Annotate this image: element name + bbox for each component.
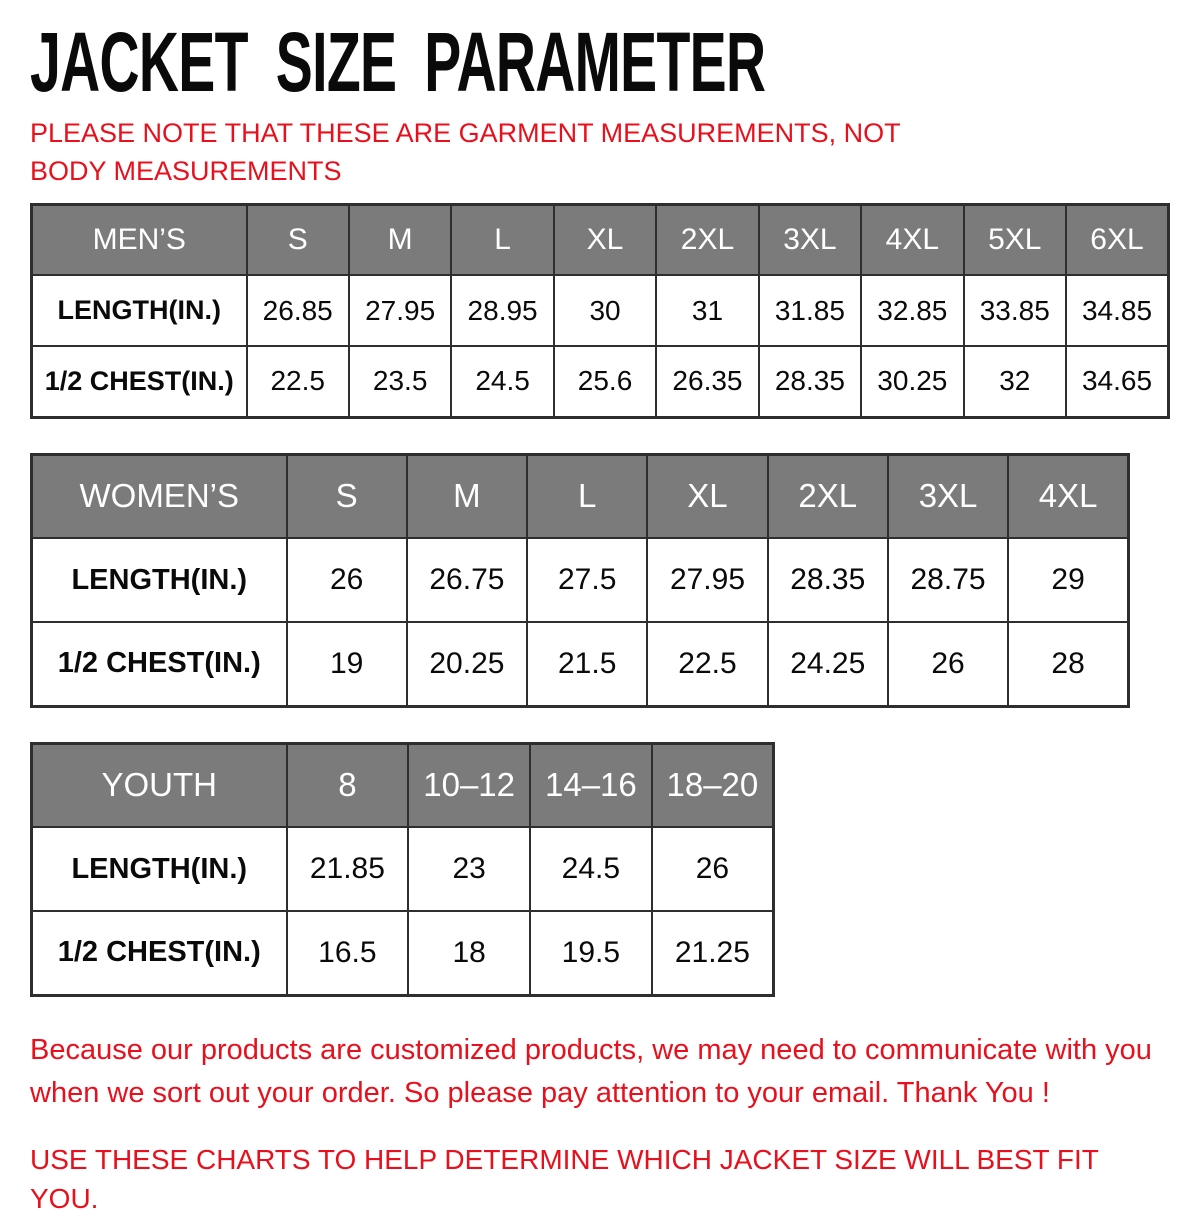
page-title: JACKET SIZE PARAMETER — [30, 15, 766, 109]
size-header-cell: 10–12 — [407, 742, 531, 829]
size-table-womens: WOMEN’S S M L XL 2XL 3XL 4XL LENGTH(IN.) 26 26.75 2… — [30, 452, 1130, 708]
measurement-value-cell: 28.35 — [757, 345, 863, 419]
measurement-row: LENGTH(IN.) 21.85 23 24.5 26 — [30, 826, 775, 913]
measurement-value-cell: 28.95 — [450, 274, 555, 348]
size-header-cell: 4XL — [1007, 453, 1130, 540]
measurement-row: 1/2 CHEST(IN.) 19 20.25 21.5 22.5 24.25 26 28 — [30, 621, 1130, 708]
measurement-value-cell: 22.5 — [646, 621, 769, 708]
measurement-value-cell: 28 — [1007, 621, 1130, 708]
measurement-value-cell: 25.6 — [552, 345, 658, 419]
size-header-cell: 2XL — [655, 203, 760, 277]
size-header-cell: L — [526, 453, 649, 540]
measurement-value-cell: 27.95 — [347, 274, 453, 348]
measurement-value-cell: 22.5 — [245, 345, 350, 419]
size-tables-container: MEN’S S M L XL 2XL 3XL 4XL 5XL 6XL LENGTH(IN.) 26.8… — [30, 202, 1170, 997]
measurement-value-cell: 26.75 — [405, 537, 529, 624]
measurement-value-cell: 31 — [655, 274, 760, 348]
measurement-value-cell: 16.5 — [285, 910, 410, 997]
size-header-row: MEN’S S M L XL 2XL 3XL 4XL 5XL 6XL — [30, 203, 1170, 277]
measurement-value-cell: 26 — [650, 826, 775, 913]
measurement-value-cell: 33.85 — [962, 274, 1068, 348]
measurement-value-cell: 32.85 — [860, 274, 965, 348]
size-header-cell: S — [245, 203, 350, 277]
measurement-value-cell: 26.35 — [655, 345, 760, 419]
size-header-cell: 8 — [285, 742, 410, 829]
measurement-row: 1/2 CHEST(IN.) 16.5 18 19.5 21.25 — [30, 910, 775, 997]
size-header-cell: XL — [646, 453, 769, 540]
size-header-cell: XL — [552, 203, 658, 277]
measurement-value-cell: 24.5 — [529, 826, 653, 913]
size-table-mens: MEN’S S M L XL 2XL 3XL 4XL 5XL 6XL LENGTH(IN.) 26.8… — [30, 202, 1170, 419]
measurement-value-cell: 24.5 — [450, 345, 555, 419]
measurement-value-cell: 21.85 — [285, 826, 410, 913]
size-header-cell: 4XL — [860, 203, 965, 277]
measurement-value-cell: 30.25 — [860, 345, 965, 419]
measurement-value-cell: 23 — [407, 826, 531, 913]
size-header-cell: M — [405, 453, 529, 540]
size-header-cell: 3XL — [757, 203, 863, 277]
measurement-row: 1/2 CHEST(IN.) 22.5 23.5 24.5 25.6 26.35 28.35… — [30, 345, 1170, 419]
measurement-value-cell: 23.5 — [347, 345, 453, 419]
measurement-value-cell: 19 — [285, 621, 408, 708]
measurement-value-cell: 29 — [1007, 537, 1130, 624]
measurement-value-cell: 34.85 — [1065, 274, 1170, 348]
size-header-cell: 2XL — [766, 453, 889, 540]
size-header-cell: 18–20 — [650, 742, 775, 829]
size-header-cell: 3XL — [886, 453, 1010, 540]
measurement-value-cell: 21.5 — [526, 621, 649, 708]
measurement-value-cell: 28.35 — [766, 537, 889, 624]
row-label-cell: 1/2 CHEST(IN.) — [30, 621, 288, 708]
size-header-cell: 5XL — [962, 203, 1068, 277]
measurement-value-cell: 26.85 — [245, 274, 350, 348]
row-label-cell: 1/2 CHEST(IN.) — [30, 910, 288, 997]
measurement-value-cell: 32 — [962, 345, 1068, 419]
size-header-row: YOUTH 8 10–12 14–16 18–20 — [30, 742, 775, 829]
measurement-value-cell: 27.5 — [526, 537, 649, 624]
customization-email-note: Because our products are customized prod… — [30, 1033, 1152, 1110]
table-title-cell-womens: WOMEN’S — [30, 453, 288, 540]
measurement-value-cell: 20.25 — [405, 621, 529, 708]
fit-guidance-note: USE THESE CHARTS TO HELP DETERMINE WHICH… — [30, 1143, 1099, 1214]
measurement-value-cell: 34.65 — [1065, 345, 1170, 419]
measurement-value-cell: 18 — [407, 910, 531, 997]
measurement-value-cell: 26 — [285, 537, 408, 624]
measurement-value-cell: 27.95 — [646, 537, 769, 624]
size-table-youth: YOUTH 8 10–12 14–16 18–20 LENGTH(IN.) 21.85 23 2… — [30, 741, 775, 997]
size-header-cell: 6XL — [1065, 203, 1170, 277]
measurement-value-cell: 19.5 — [529, 910, 653, 997]
measurement-value-cell: 26 — [886, 621, 1010, 708]
table-title-cell-youth: YOUTH — [30, 742, 288, 829]
size-header-row: WOMEN’S S M L XL 2XL 3XL 4XL — [30, 453, 1130, 540]
row-label-cell: LENGTH(IN.) — [30, 826, 288, 913]
row-label-cell: LENGTH(IN.) — [30, 537, 288, 624]
measurement-value-cell: 21.25 — [650, 910, 775, 997]
measurement-row: LENGTH(IN.) 26 26.75 27.5 27.95 28.35 28.75 29 — [30, 537, 1130, 624]
size-header-cell: 14–16 — [529, 742, 653, 829]
garment-measurement-note: PLEASE NOTE THAT THESE ARE GARMENT MEASU… — [30, 118, 901, 187]
measurement-value-cell: 31.85 — [757, 274, 863, 348]
size-header-cell: L — [450, 203, 555, 277]
measurement-value-cell: 30 — [552, 274, 658, 348]
size-header-cell: M — [347, 203, 453, 277]
size-header-cell: S — [285, 453, 408, 540]
measurement-value-cell: 28.75 — [886, 537, 1010, 624]
measurement-row: LENGTH(IN.) 26.85 27.95 28.95 30 31 31.85 32.85… — [30, 274, 1170, 348]
row-label-cell: 1/2 CHEST(IN.) — [30, 345, 248, 419]
table-title-cell-mens: MEN’S — [30, 203, 248, 277]
row-label-cell: LENGTH(IN.) — [30, 274, 248, 348]
measurement-value-cell: 24.25 — [766, 621, 889, 708]
